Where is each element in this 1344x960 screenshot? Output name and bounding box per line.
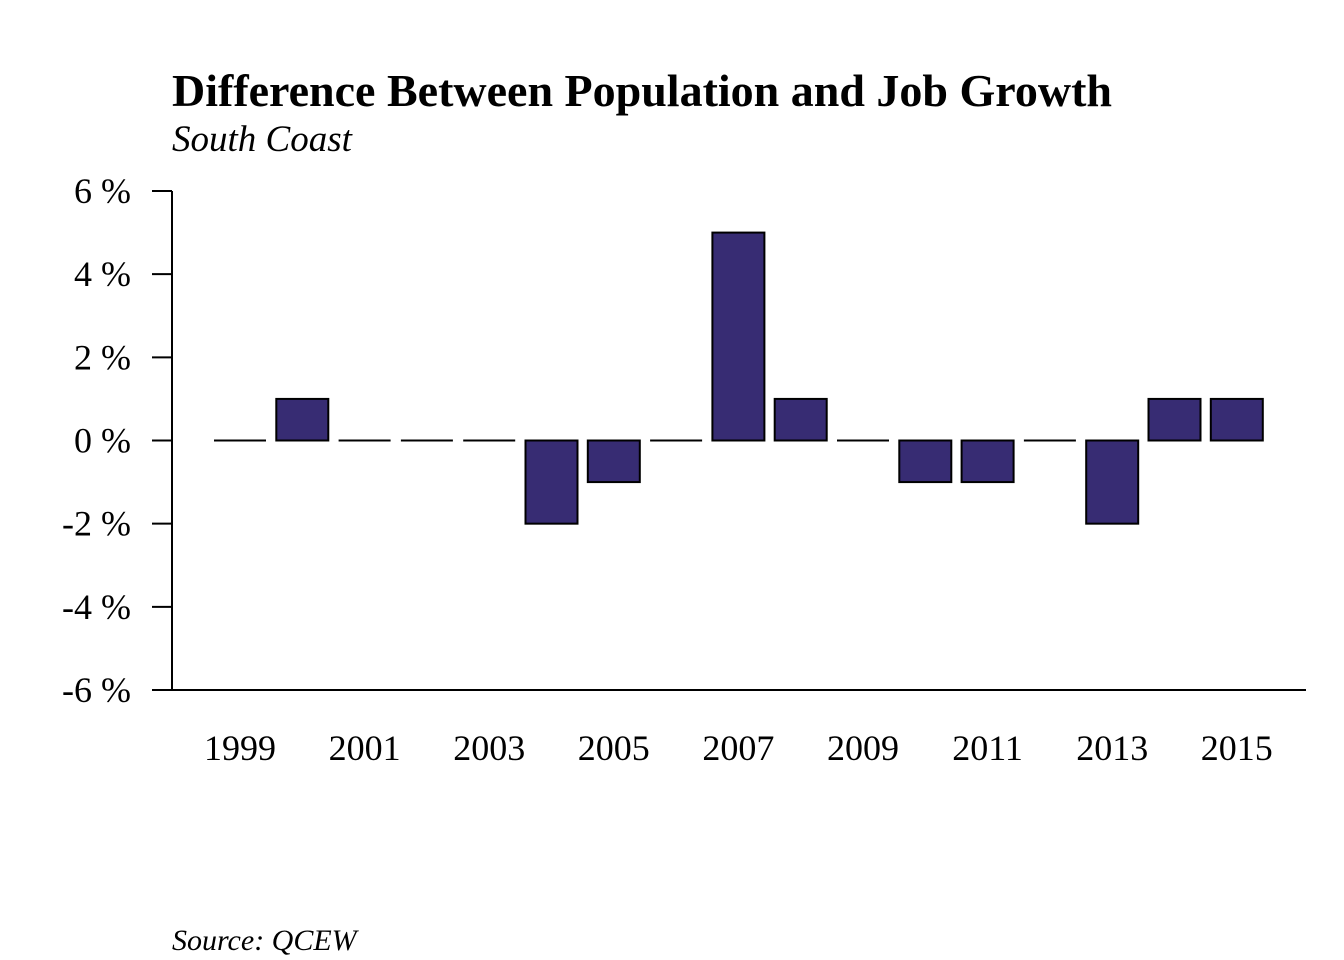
bar-2014	[1147, 397, 1202, 442]
y-tick-label: -4 %	[62, 587, 131, 627]
source-note: Source: QCEW	[172, 924, 357, 957]
bar-2005	[586, 439, 641, 484]
bar-2004	[524, 439, 579, 525]
y-axis: -6 % -4 % -2 % 0 % 2 % 4 % 6 %	[62, 171, 173, 710]
bar-2013	[1085, 439, 1140, 525]
y-tick-label: 4 %	[74, 254, 131, 294]
x-tick-label: 2001	[329, 728, 401, 768]
bar-2011	[960, 439, 1015, 484]
bar-2010	[898, 439, 953, 484]
x-tick-label: 2013	[1076, 728, 1148, 768]
chart-title: Difference Between Population and Job Gr…	[172, 65, 1112, 116]
x-tick-label: 2007	[702, 728, 774, 768]
y-tick-label: 2 %	[74, 337, 131, 377]
chart-subtitle: South Coast	[172, 119, 352, 160]
bar-2008	[773, 397, 828, 442]
x-tick-label: 2011	[952, 728, 1023, 768]
y-tick-label: -2 %	[62, 504, 131, 544]
x-tick-label: 2015	[1201, 728, 1273, 768]
y-tick-label: -6 %	[62, 670, 131, 710]
x-axis: 1999 2001 2003 2005 2007 2009 2011 2013 2015	[152, 689, 1306, 768]
bar-2015	[1209, 397, 1264, 442]
bars	[214, 231, 1264, 525]
x-tick-label: 2005	[578, 728, 650, 768]
x-tick-label: 2003	[453, 728, 525, 768]
x-tick-label: 2009	[827, 728, 899, 768]
y-tick-label: 6 %	[74, 171, 131, 211]
bar-2000	[275, 397, 330, 442]
x-tick-label: 1999	[204, 728, 276, 768]
bar-2007	[711, 231, 766, 442]
y-tick-label: 0 %	[74, 421, 131, 461]
